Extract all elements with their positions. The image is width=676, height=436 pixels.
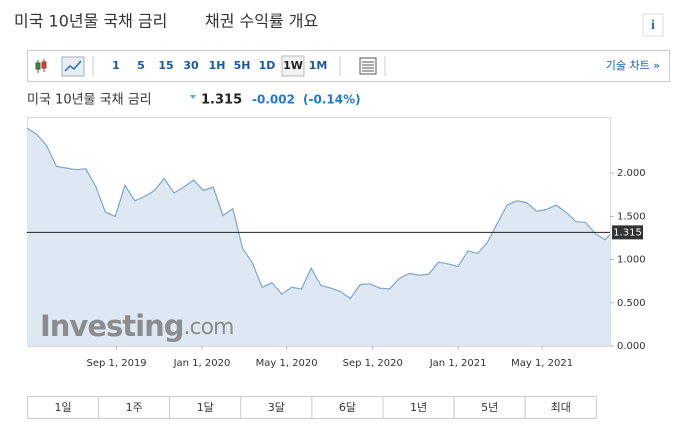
interval-button[interactable]: 5	[137, 59, 145, 72]
interval-button[interactable]: 1M	[309, 59, 328, 72]
range-button-label: 1주	[126, 401, 143, 414]
x-tick-label: Sep 1, 2020	[343, 358, 403, 369]
range-button-label: 1일	[54, 400, 71, 414]
page-title: 미국 10년물 국채 금리	[14, 12, 167, 31]
range-button-label: 3달	[268, 401, 285, 414]
range-button-label: 최대	[551, 401, 571, 414]
quote-change-pct: (-0.14%)	[303, 93, 361, 107]
watermark-suffix: .com	[183, 315, 233, 340]
y-tick-label: 0.000	[617, 341, 646, 352]
interval-button[interactable]: 1D	[259, 59, 276, 72]
selected-interval-box	[281, 55, 305, 77]
y-tick-label: 2.000	[617, 168, 646, 179]
range-button-label: 6달	[339, 401, 356, 414]
toolbar	[27, 50, 670, 82]
interval-button[interactable]: 15	[158, 59, 173, 72]
range-button-label: 1년	[410, 401, 427, 414]
line	[26, 127, 611, 300]
interval-button[interactable]: 1	[112, 59, 120, 72]
quote-change: -0.002	[252, 93, 295, 107]
x-tick-label: Sep 1, 2019	[86, 358, 146, 369]
tech-chart-link[interactable]: 기술 차트 »	[606, 59, 660, 72]
line-chart-icon[interactable]	[61, 56, 85, 77]
quote-price: 1.315	[201, 93, 242, 108]
range-button-label: 1달	[197, 401, 214, 414]
down-arrow	[190, 95, 196, 99]
x-tick-label: Jan 1, 2021	[429, 358, 487, 369]
page-subtitle: 채권 수익률 개요	[205, 12, 318, 31]
y-tick-label: 0.500	[617, 298, 646, 309]
current-price-box	[612, 225, 643, 240]
info-button[interactable]	[642, 13, 664, 37]
candle-icon[interactable]	[35, 59, 47, 73]
watermark-brand: Investing	[40, 309, 183, 343]
current-price-label: 1.315	[613, 227, 642, 238]
area	[27, 128, 610, 346]
x-tick-label: Jan 1, 2020	[173, 358, 231, 369]
y-tick-label: 1.500	[617, 211, 646, 222]
table-icon[interactable]	[359, 57, 377, 75]
interval-button[interactable]: 1W	[283, 59, 303, 72]
range-button-label: 5년	[481, 401, 498, 414]
interval-button[interactable]: 5H	[234, 59, 251, 72]
x-tick-label: May 1, 2020	[256, 358, 318, 369]
x-tick-label: May 1, 2021	[511, 358, 573, 369]
interval-button[interactable]: 1H	[209, 59, 226, 72]
interval-button[interactable]: 30	[183, 59, 199, 72]
y-tick-label: 1.000	[617, 255, 646, 266]
info-icon: i	[651, 18, 655, 33]
watermark: Investing.com	[40, 309, 233, 343]
range-button[interactable]	[524, 396, 597, 419]
quote-name: 미국 10년물 국채 금리	[27, 93, 152, 108]
